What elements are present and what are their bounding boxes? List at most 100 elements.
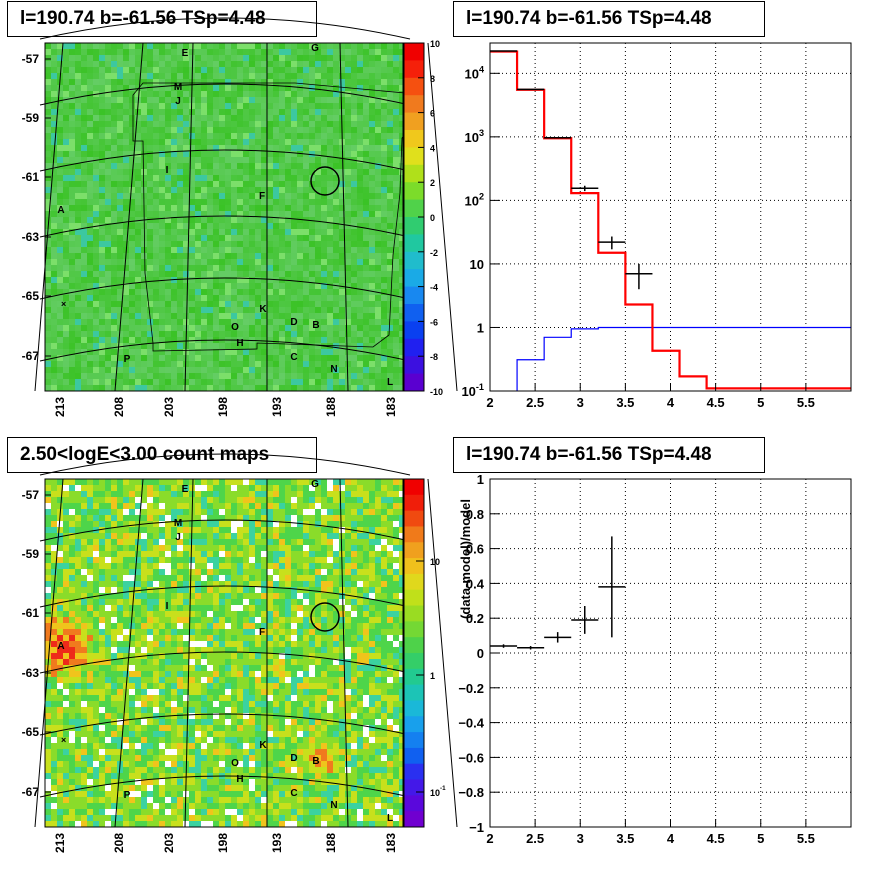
lon-tick-label: 208 xyxy=(112,397,126,417)
map-pixel xyxy=(93,115,99,121)
map-pixel xyxy=(159,509,165,515)
map-pixel xyxy=(111,265,117,271)
map-pixel xyxy=(369,575,375,581)
map-pixel xyxy=(81,361,87,367)
map-pixel xyxy=(399,325,405,331)
map-pixel xyxy=(93,271,99,277)
map-pixel xyxy=(291,343,297,349)
map-pixel xyxy=(159,67,165,73)
map-pixel xyxy=(69,175,75,181)
map-pixel xyxy=(57,337,63,343)
map-pixel xyxy=(93,277,99,283)
map-pixel xyxy=(309,157,315,163)
map-pixel xyxy=(273,349,279,355)
map-pixel xyxy=(387,181,393,187)
map-pixel xyxy=(345,569,351,575)
map-pixel xyxy=(183,109,189,115)
map-pixel xyxy=(237,319,243,325)
map-pixel xyxy=(147,145,153,151)
map-pixel xyxy=(141,569,147,575)
map-pixel xyxy=(243,605,249,611)
map-pixel xyxy=(147,563,153,569)
map-pixel xyxy=(93,563,99,569)
map-pixel xyxy=(201,43,207,49)
map-pixel xyxy=(219,497,225,503)
map-pixel xyxy=(321,569,327,575)
map-pixel xyxy=(63,479,69,485)
map-pixel xyxy=(123,581,129,587)
map-pixel xyxy=(291,277,297,283)
map-pixel xyxy=(99,283,105,289)
map-pixel xyxy=(369,509,375,515)
map-pixel xyxy=(129,85,135,91)
map-pixel xyxy=(213,587,219,593)
map-pixel xyxy=(195,545,201,551)
map-pixel xyxy=(273,67,279,73)
map-pixel xyxy=(153,49,159,55)
map-pixel xyxy=(369,217,375,223)
map-pixel xyxy=(273,331,279,337)
map-pixel xyxy=(99,151,105,157)
map-pixel xyxy=(153,289,159,295)
map-pixel xyxy=(111,91,117,97)
map-pixel xyxy=(279,545,285,551)
map-pixel xyxy=(399,361,405,367)
map-pixel xyxy=(273,593,279,599)
map-pixel xyxy=(147,575,153,581)
map-pixel xyxy=(135,169,141,175)
map-pixel xyxy=(45,139,51,145)
map-pixel xyxy=(249,593,255,599)
map-pixel xyxy=(57,265,63,271)
map-pixel xyxy=(69,593,75,599)
map-pixel xyxy=(117,367,123,373)
map-pixel xyxy=(63,515,69,521)
map-pixel xyxy=(255,545,261,551)
map-pixel xyxy=(375,271,381,277)
map-pixel xyxy=(333,533,339,539)
map-pixel xyxy=(285,557,291,563)
map-pixel xyxy=(123,379,129,385)
map-pixel xyxy=(267,55,273,61)
map-pixel xyxy=(285,121,291,127)
map-pixel xyxy=(45,575,51,581)
map-pixel xyxy=(399,73,405,79)
map-pixel xyxy=(279,551,285,557)
map-pixel xyxy=(207,367,213,373)
map-pixel xyxy=(75,121,81,127)
map-pixel xyxy=(333,277,339,283)
map-pixel xyxy=(99,325,105,331)
map-pixel xyxy=(237,599,243,605)
map-pixel xyxy=(75,497,81,503)
map-pixel xyxy=(327,337,333,343)
map-pixel xyxy=(309,193,315,199)
map-pixel xyxy=(63,175,69,181)
map-pixel xyxy=(399,67,405,73)
map-pixel xyxy=(243,563,249,569)
map-pixel xyxy=(219,139,225,145)
map-pixel xyxy=(63,151,69,157)
map-pixel xyxy=(201,331,207,337)
map-pixel xyxy=(267,349,273,355)
map-pixel xyxy=(291,73,297,79)
map-pixel xyxy=(135,253,141,259)
map-pixel xyxy=(333,271,339,277)
map-pixel xyxy=(357,313,363,319)
map-pixel xyxy=(273,211,279,217)
map-pixel xyxy=(267,563,273,569)
map-pixel xyxy=(213,349,219,355)
map-pixel xyxy=(339,379,345,385)
map-pixel xyxy=(309,271,315,277)
map-pixel xyxy=(363,569,369,575)
map-pixel xyxy=(291,587,297,593)
map-pixel xyxy=(159,545,165,551)
map-pixel xyxy=(135,55,141,61)
map-pixel xyxy=(339,307,345,313)
map-pixel xyxy=(357,325,363,331)
map-pixel xyxy=(159,575,165,581)
map-pixel xyxy=(333,229,339,235)
map-pixel xyxy=(51,337,57,343)
map-pixel xyxy=(135,373,141,379)
map-pixel xyxy=(189,479,195,485)
map-pixel xyxy=(63,373,69,379)
map-pixel xyxy=(147,515,153,521)
